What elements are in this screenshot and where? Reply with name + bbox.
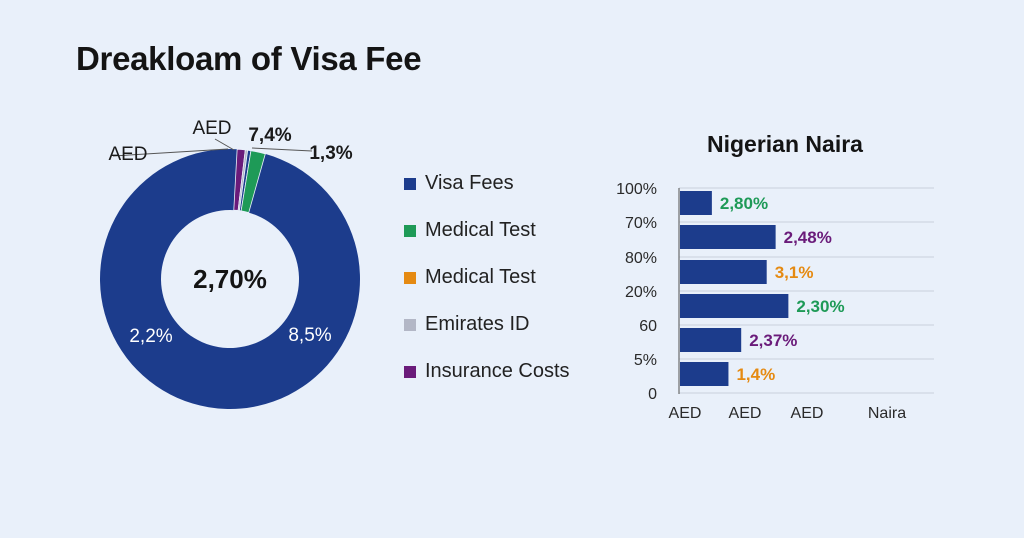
page-title: Dreakloam of Visa Fee: [76, 40, 422, 77]
legend-swatch: [404, 224, 416, 237]
legend-label: Visa Fees: [425, 172, 514, 194]
legend-item-emirates-id: Emirates ID: [404, 301, 570, 348]
bar-value-label: 1,4%: [736, 365, 775, 384]
legend-item-visa-fees: Visa Fees: [404, 160, 570, 207]
bar-value-label: 2,48%: [784, 228, 832, 247]
bar-value-label: 2,37%: [749, 331, 797, 350]
y-tick-label: 0: [648, 386, 657, 403]
bar: [680, 294, 789, 318]
donut-slice: [100, 149, 361, 409]
legend-swatch: [404, 318, 416, 331]
bar: [680, 328, 742, 352]
legend-swatch: [404, 177, 416, 190]
y-tick-label: 5%: [634, 352, 657, 369]
x-tick-label: AED: [669, 405, 702, 422]
x-tick-label: Naira: [868, 405, 906, 422]
x-tick-label: AED: [791, 405, 824, 422]
bar: [680, 362, 729, 386]
donut-annotation: 7,4%: [248, 125, 291, 146]
legend-swatch: [404, 271, 416, 284]
donut-annotation: 1,3%: [309, 143, 352, 164]
leader-line: [214, 138, 235, 151]
legend-item-medical-test-orange: Medical Test: [404, 254, 570, 301]
bar-chart-title: Nigerian Naira: [707, 131, 863, 157]
chart-legend: Visa Fees Medical Test Medical Test Emir…: [404, 160, 570, 395]
legend-label: Emirates ID: [425, 313, 530, 335]
donut-center-label: 2,70%: [193, 264, 267, 294]
legend-label: Medical Test: [425, 266, 536, 288]
legend-swatch: [404, 365, 416, 378]
bar: [680, 225, 776, 249]
donut-annotation: 8,5%: [288, 325, 331, 346]
bar-value-label: 2,80%: [720, 194, 768, 213]
bar-value-label: 2,30%: [796, 297, 844, 316]
legend-item-insurance-costs: Insurance Costs: [404, 348, 570, 395]
y-tick-label: 20%: [625, 284, 657, 301]
bar: [680, 260, 767, 284]
donut-annotation: AED: [108, 144, 147, 165]
y-tick-label: 80%: [625, 250, 657, 267]
legend-item-medical-test-green: Medical Test: [404, 207, 570, 254]
y-tick-label: 100%: [616, 181, 657, 198]
legend-label: Medical Test: [425, 219, 536, 241]
legend-label: Insurance Costs: [425, 360, 570, 382]
donut-annotation: AED: [192, 118, 231, 139]
y-tick-label: 60: [639, 318, 657, 335]
donut-slice: [240, 150, 266, 214]
leader-line: [251, 147, 313, 152]
bar-value-label: 3,1%: [775, 263, 814, 282]
donut-annotation: 2,2%: [129, 326, 172, 347]
bar: [680, 191, 712, 215]
leader-line: [112, 148, 229, 157]
x-tick-label: AED: [729, 405, 762, 422]
y-tick-label: 70%: [625, 215, 657, 232]
